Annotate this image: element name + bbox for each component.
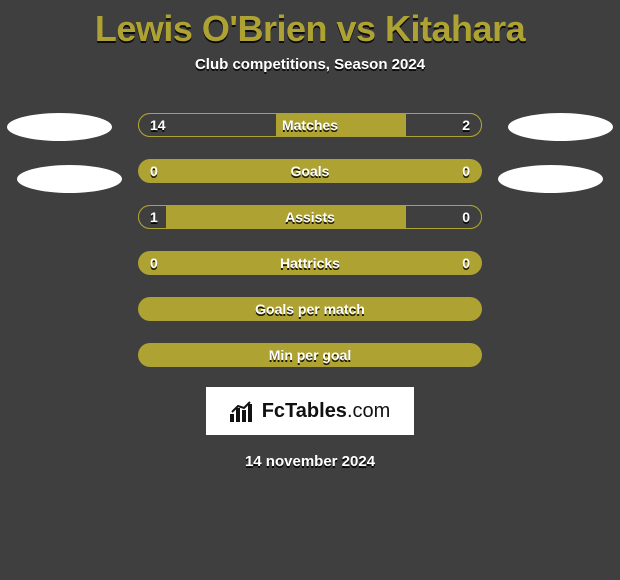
player-left-silhouette [17, 165, 122, 193]
page-subtitle: Club competitions, Season 2024 [0, 56, 620, 73]
stat-label: Assists [138, 205, 482, 229]
stat-value-right: 0 [462, 159, 470, 183]
player-left-silhouette [7, 113, 112, 141]
player-right-silhouette [508, 113, 613, 141]
stat-row: 0Goals0 [138, 159, 482, 183]
stat-label: Matches [138, 113, 482, 137]
stat-row: 14Matches2 [138, 113, 482, 137]
logo-text: FcTables.com [262, 400, 391, 423]
stat-row: 1Assists0 [138, 205, 482, 229]
stat-label: Min per goal [138, 343, 482, 367]
stat-value-right: 0 [462, 251, 470, 275]
stat-label: Goals [138, 159, 482, 183]
fctables-logo: FcTables.com [206, 387, 414, 435]
stat-row: Min per goal [138, 343, 482, 367]
snapshot-date: 14 november 2024 [0, 453, 620, 470]
player-right-silhouette [498, 165, 603, 193]
stat-label: Goals per match [138, 297, 482, 321]
chart-bars-icon [230, 400, 256, 422]
logo-domain: .com [347, 400, 390, 422]
stat-row: Goals per match [138, 297, 482, 321]
stat-row: 0Hattricks0 [138, 251, 482, 275]
stat-value-right: 0 [462, 205, 470, 229]
logo-brand: FcTables [262, 400, 347, 422]
stat-label: Hattricks [138, 251, 482, 275]
stat-rows: 14Matches20Goals01Assists00Hattricks0Goa… [138, 113, 482, 367]
comparison-arena: 14Matches20Goals01Assists00Hattricks0Goa… [0, 113, 620, 367]
page-title: Lewis O'Brien vs Kitahara [0, 0, 620, 50]
stat-value-right: 2 [462, 113, 470, 137]
